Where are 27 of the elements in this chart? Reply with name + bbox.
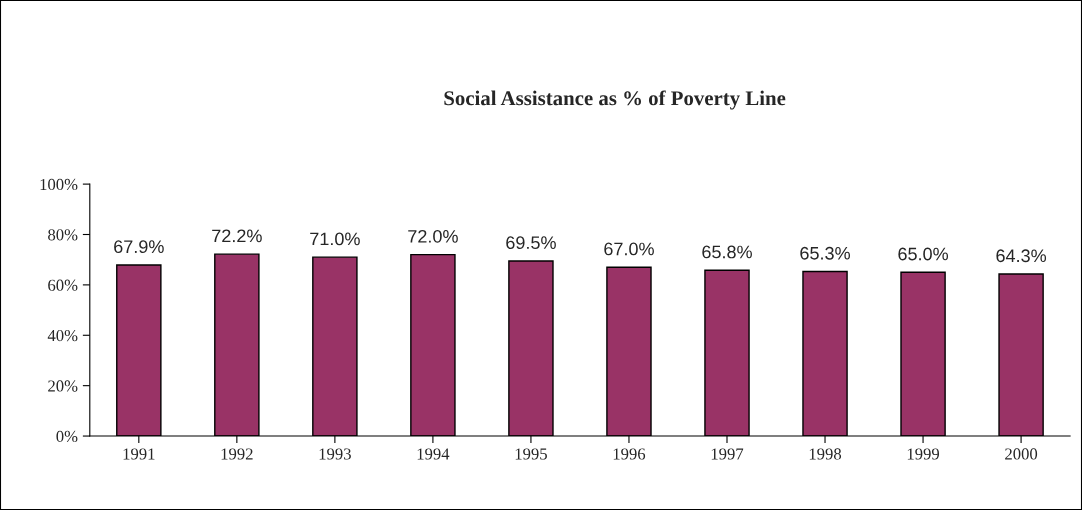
data-label: 72.0%	[408, 229, 458, 243]
x-tick-label: 1995	[515, 448, 547, 460]
data-label: 67.9%	[114, 240, 164, 254]
x-tick-label: 1997	[711, 448, 744, 460]
data-label: 71.0%	[310, 232, 360, 246]
data-label: 65.8%	[702, 245, 752, 259]
data-label: 69.5%	[506, 236, 556, 250]
data-label: 64.3%	[996, 249, 1047, 263]
data-label: 65.3%	[800, 246, 850, 260]
data-label: 65.0%	[898, 247, 949, 261]
y-tick-label: 0%	[56, 430, 78, 443]
x-tick-label: 1998	[809, 448, 842, 460]
y-tick-label: 80%	[48, 229, 78, 241]
y-tick-label: 100%	[40, 178, 78, 191]
x-tick-label: 1994	[417, 448, 450, 460]
x-tick-label: 2000	[1005, 448, 1038, 460]
y-tick-label: 20%	[48, 380, 78, 392]
data-label: 72.2%	[212, 229, 262, 243]
x-tick-label: 1999	[907, 448, 940, 460]
x-tick-label: 1996	[613, 448, 646, 460]
y-tick-label: 60%	[48, 279, 78, 291]
y-tick-label: 40%	[47, 329, 78, 342]
x-tick-label: 1993	[319, 448, 351, 460]
chart-title: Social Assistance as % of Poverty Line	[444, 90, 786, 110]
x-tick-label: 1992	[221, 448, 253, 460]
data-label: 67.0%	[604, 242, 654, 256]
x-tick-label: 1991	[123, 448, 155, 460]
